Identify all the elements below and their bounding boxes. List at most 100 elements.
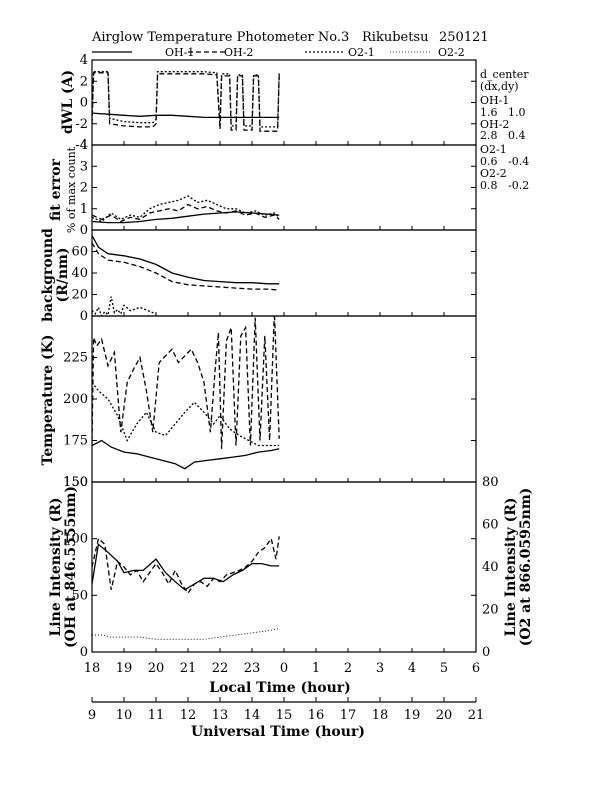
y-axis-right-label2-line_intensity: (O2 at 866.0595nm) bbox=[518, 488, 534, 647]
y-right-tick-label-line_intensity: 80 bbox=[482, 475, 499, 490]
y-axis-right-label-line_intensity: Line Intensity (R) bbox=[503, 498, 519, 637]
y-right-tick-label-line_intensity: 20 bbox=[482, 603, 499, 618]
y-tick-label-line_intensity: 50 bbox=[71, 588, 88, 603]
local-time-tick-label: 23 bbox=[244, 661, 261, 676]
y-tick-label-dwl: 4 bbox=[80, 53, 88, 68]
universal-time-tick-label: 20 bbox=[436, 708, 453, 723]
legend-label-oh1: OH-1 bbox=[165, 46, 194, 59]
panel-temperature: 225 200 175 150 Temperature (K) bbox=[40, 315, 477, 490]
y-tick-label-background: 40 bbox=[71, 266, 88, 281]
y-tick-label-background: 60 bbox=[71, 245, 88, 260]
y-axis-label2-line_intensity: (OH at 846.5555nm) bbox=[63, 486, 79, 648]
universal-time-tick-label: 21 bbox=[468, 708, 485, 723]
universal-time-axis: 9 10 11 12 13 14 15 16 17 18 19 20 21 bbox=[88, 697, 484, 723]
y-tick-label-fit_error: 1 bbox=[80, 202, 88, 217]
series-background-oh-2 bbox=[92, 242, 280, 291]
y-tick-label-fit_error: 3 bbox=[80, 159, 88, 174]
legend: OH-1 OH-2 O2-1 O2-2 bbox=[92, 46, 465, 59]
side-info-value-oh2: 2.8 0.4 bbox=[480, 129, 525, 142]
universal-time-tick-label: 18 bbox=[372, 708, 389, 723]
series-line_intensity-o2-1 bbox=[92, 628, 280, 640]
panel-fit_error: 4 3 2 1 0 fit error% of max count bbox=[48, 138, 477, 238]
y-tick-label-fit_error: 4 bbox=[80, 138, 88, 153]
y-tick-label-temperature: 200 bbox=[63, 392, 88, 407]
y-axis-label2-fit_error: % of max count bbox=[65, 146, 78, 233]
y-tick-label-dwl: 0 bbox=[80, 96, 88, 111]
local-time-tick-label: 4 bbox=[408, 661, 416, 676]
universal-time-tick-label: 14 bbox=[244, 708, 261, 723]
side-info-name-o22: O2-2 bbox=[480, 167, 507, 180]
site-name: Rikubetsu bbox=[362, 30, 428, 45]
local-time-axis-title: Local Time (hour) bbox=[209, 680, 351, 696]
local-time-tick-label: 2 bbox=[344, 661, 352, 676]
local-time-tick-label: 18 bbox=[84, 661, 101, 676]
panel-frame-line_intensity bbox=[91, 481, 477, 653]
series-fit_error-oh-2 bbox=[92, 203, 280, 223]
series-dwl-oh-2 bbox=[92, 72, 280, 132]
legend-label-oh2: OH-2 bbox=[224, 46, 253, 59]
y-axis-label-background: background bbox=[40, 228, 56, 322]
panel-dwl: 4 2 0 -2 -4 dWL (A) bbox=[60, 53, 477, 153]
series-line_intensity-oh-2 bbox=[92, 536, 280, 595]
series-line_intensity-oh-1 bbox=[92, 543, 280, 591]
y-tick-label-temperature: 225 bbox=[63, 351, 88, 366]
local-time-tick-label: 20 bbox=[148, 661, 165, 676]
chart-title: Airglow Temperature Photometer No.3 bbox=[91, 30, 349, 45]
local-time-axis: 18 19 20 21 22 23 0 1 2 3 4 5 6 bbox=[84, 661, 480, 676]
panel-frame-fit_error bbox=[91, 144, 477, 231]
universal-time-tick-label: 10 bbox=[116, 708, 133, 723]
series-background-oh-1 bbox=[92, 235, 280, 285]
series-fit_error-oh-1 bbox=[92, 211, 280, 224]
side-info-value-oh1: 1.6 1.0 bbox=[480, 106, 525, 119]
y-tick-label-dwl: 2 bbox=[80, 74, 88, 89]
series-background-o2-1 bbox=[92, 296, 157, 316]
y-axis-label-fit_error: fit error bbox=[48, 158, 64, 221]
local-time-tick-label: 0 bbox=[280, 661, 288, 676]
local-time-tick-label: 22 bbox=[212, 661, 229, 676]
y-axis-label-dwl: dWL (A) bbox=[60, 70, 76, 134]
local-time-tick-label: 6 bbox=[472, 661, 480, 676]
series-temperature-oh-1 bbox=[92, 439, 280, 470]
y-right-tick-label-line_intensity: 60 bbox=[482, 518, 499, 533]
legend-label-o21: O2-1 bbox=[348, 46, 375, 59]
panel-frame-dwl bbox=[91, 59, 477, 146]
series-dwl-o2-1 bbox=[92, 71, 280, 128]
universal-time-tick-label: 19 bbox=[404, 708, 421, 723]
y-tick-label-fit_error: 0 bbox=[80, 223, 88, 238]
side-info-name-oh2: OH-2 bbox=[480, 118, 509, 131]
universal-time-tick-label: 9 bbox=[88, 708, 96, 723]
local-time-tick-label: 1 bbox=[312, 661, 320, 676]
panel-background: 60 40 20 0 background (R/nm) bbox=[40, 228, 477, 324]
y-tick-label-dwl: -4 bbox=[75, 138, 88, 153]
y-tick-label-line_intensity: 0 bbox=[80, 645, 88, 660]
series-dwl-oh-1 bbox=[92, 112, 280, 119]
legend-label-o22: O2-2 bbox=[438, 46, 465, 59]
series-temperature-o2-1 bbox=[92, 382, 280, 447]
universal-time-tick-label: 15 bbox=[276, 708, 293, 723]
y-tick-label-temperature: 150 bbox=[63, 475, 88, 490]
side-info-subtitle: (dx,dy) bbox=[480, 80, 519, 93]
y-right-tick-label-line_intensity: 0 bbox=[482, 645, 490, 660]
universal-time-tick-label: 17 bbox=[340, 708, 357, 723]
universal-time-tick-label: 13 bbox=[212, 708, 229, 723]
y-tick-label-background: 20 bbox=[71, 288, 88, 303]
universal-time-tick-label: 16 bbox=[308, 708, 325, 723]
series-fit_error-o2-1 bbox=[92, 195, 280, 223]
y-right-tick-label-line_intensity: 40 bbox=[482, 560, 499, 575]
side-info-value-o21: 0.6 -0.4 bbox=[480, 155, 529, 168]
y-tick-label-fit_error: 2 bbox=[80, 181, 88, 196]
universal-time-axis-title: Universal Time (hour) bbox=[191, 724, 365, 740]
date-code: 250121 bbox=[439, 30, 489, 45]
local-time-tick-label: 19 bbox=[116, 661, 133, 676]
panel-frame-background bbox=[91, 229, 477, 317]
local-time-tick-label: 5 bbox=[440, 661, 448, 676]
universal-time-tick-label: 12 bbox=[180, 708, 197, 723]
center-offset-info: d_center (dx,dy) OH-1 1.6 1.0 OH-2 2.8 0… bbox=[480, 68, 529, 192]
y-axis-label2-background: (R/nm) bbox=[55, 248, 71, 303]
universal-time-tick-label: 11 bbox=[148, 708, 165, 723]
y-tick-label-dwl: -2 bbox=[75, 117, 88, 132]
y-tick-label-line_intensity: 150 bbox=[63, 475, 88, 490]
y-tick-label-line_intensity: 100 bbox=[63, 532, 88, 547]
